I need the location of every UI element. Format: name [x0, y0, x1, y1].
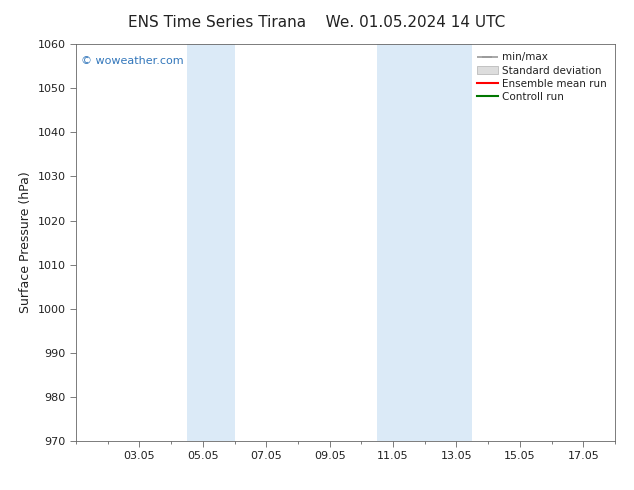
Text: ENS Time Series Tirana    We. 01.05.2024 14 UTC: ENS Time Series Tirana We. 01.05.2024 14…	[128, 15, 506, 30]
Bar	[377, 44, 472, 441]
Legend: min/max, Standard deviation, Ensemble mean run, Controll run: min/max, Standard deviation, Ensemble me…	[474, 49, 610, 105]
Text: © woweather.com: © woweather.com	[81, 56, 184, 66]
Bar	[187, 44, 235, 441]
Y-axis label: Surface Pressure (hPa): Surface Pressure (hPa)	[19, 172, 32, 314]
